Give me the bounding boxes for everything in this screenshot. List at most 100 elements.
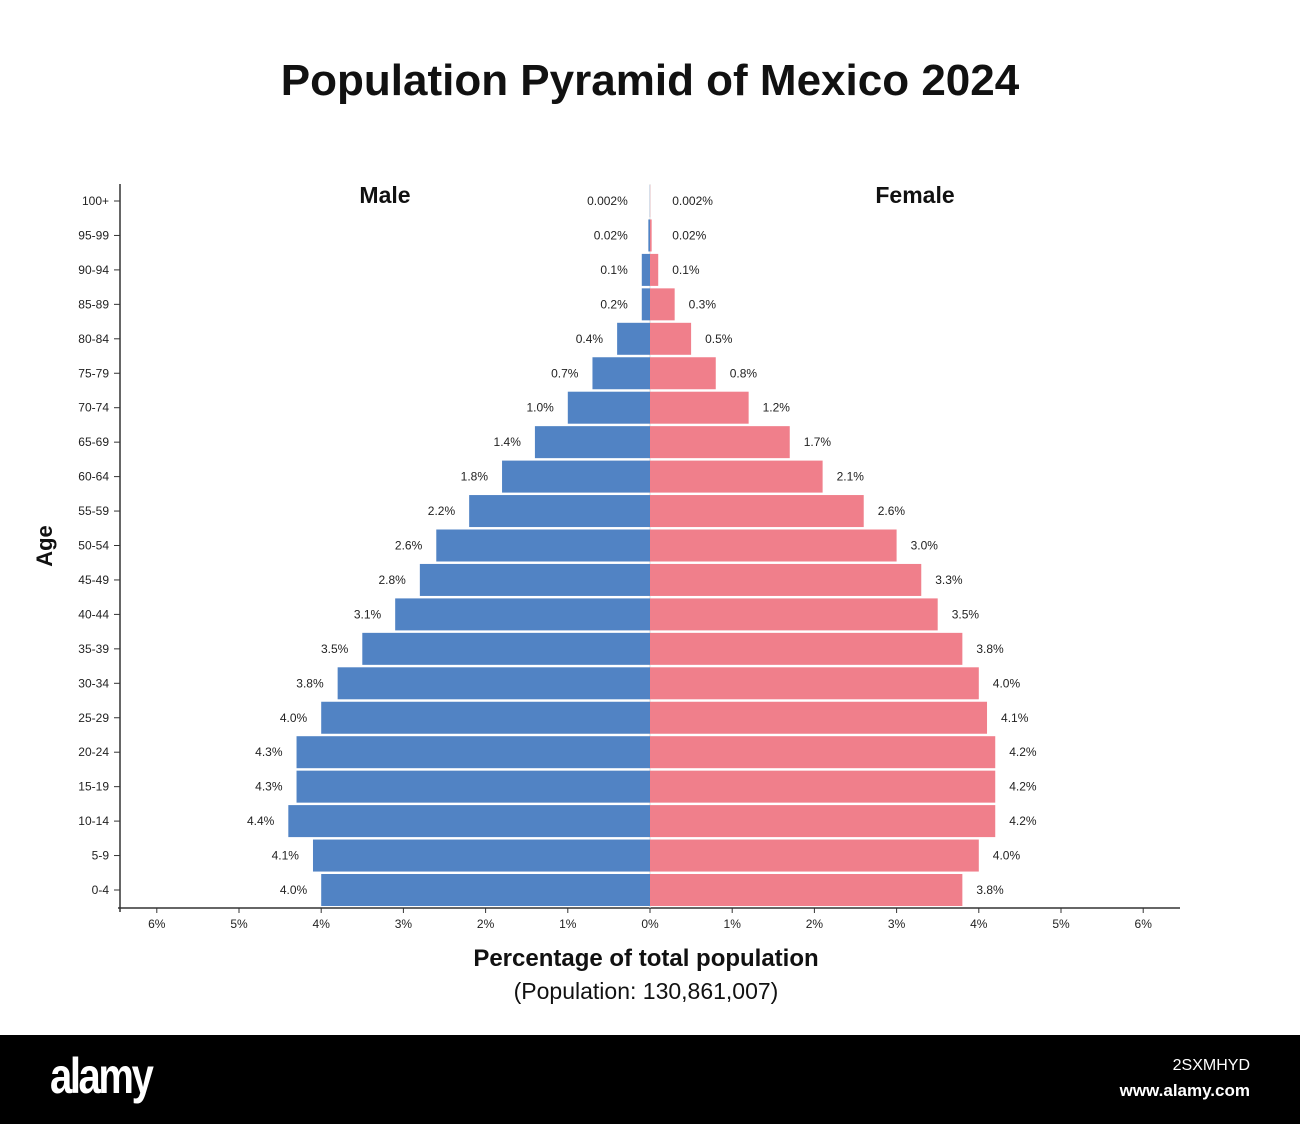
x-tick-label: 4% [970, 917, 988, 931]
male-value-label: 1.4% [494, 435, 522, 449]
female-bar [650, 805, 996, 838]
x-axis-title: Percentage of total population [473, 945, 818, 972]
legend-female: Female [875, 182, 954, 208]
y-tick-label: 50-54 [78, 539, 109, 553]
female-value-label: 1.2% [763, 401, 791, 415]
male-value-label: 0.4% [576, 332, 604, 346]
female-value-label: 1.7% [804, 435, 832, 449]
male-value-label: 4.1% [272, 849, 300, 863]
female-bar [650, 529, 897, 562]
male-bar [641, 253, 650, 286]
y-tick-label: 90-94 [78, 263, 109, 277]
male-value-label: 0.02% [594, 228, 628, 242]
female-value-label: 4.0% [993, 849, 1021, 863]
female-bar [650, 391, 749, 424]
female-bar [650, 495, 864, 528]
y-tick-label: 5-9 [92, 849, 110, 863]
male-value-label: 2.6% [395, 539, 423, 553]
y-tick-label: 10-14 [78, 814, 109, 828]
male-bar [296, 770, 650, 803]
male-bar [469, 495, 650, 528]
y-tick-label: 65-69 [78, 435, 109, 449]
female-bar [650, 219, 652, 252]
male-bar [321, 874, 650, 906]
male-value-label: 3.1% [354, 607, 382, 621]
female-bar [650, 667, 979, 700]
female-bar [650, 460, 823, 493]
male-value-label: 0.002% [587, 194, 628, 208]
male-value-label: 3.8% [296, 676, 324, 690]
male-value-label: 1.0% [526, 401, 554, 415]
male-bar [592, 357, 650, 390]
male-bar [362, 632, 650, 665]
legend-male: Male [359, 182, 410, 208]
female-bar [650, 253, 659, 286]
female-value-label: 2.1% [837, 470, 865, 484]
female-bar [650, 874, 963, 906]
male-bar [395, 598, 650, 631]
female-bar [650, 736, 996, 769]
female-value-label: 0.02% [672, 228, 706, 242]
male-value-label: 4.4% [247, 814, 275, 828]
male-value-label: 0.2% [600, 297, 628, 311]
male-bar [567, 391, 650, 424]
y-tick-label: 0-4 [92, 883, 110, 897]
x-tick-label: 6% [148, 917, 166, 931]
male-value-label: 4.3% [255, 745, 283, 759]
y-tick-label: 60-64 [78, 470, 109, 484]
y-tick-label: 80-84 [78, 332, 109, 346]
y-tick-label: 20-24 [78, 745, 109, 759]
male-bar [502, 460, 650, 493]
y-tick-label: 45-49 [78, 573, 109, 587]
female-value-label: 0.1% [672, 263, 700, 277]
male-value-label: 4.3% [255, 780, 283, 794]
image-id: 2SXMHYD [1172, 1057, 1250, 1074]
female-bar [650, 598, 938, 631]
y-axis-title: Age [32, 525, 57, 567]
male-bar [641, 288, 650, 321]
male-bar [337, 667, 650, 700]
y-tick-label: 85-89 [78, 297, 109, 311]
female-value-label: 4.2% [1009, 814, 1037, 828]
male-bar [312, 839, 650, 872]
male-bar [419, 563, 650, 596]
male-value-label: 4.0% [280, 883, 308, 897]
male-bar [534, 426, 650, 459]
female-value-label: 3.8% [976, 642, 1004, 656]
y-tick-label: 55-59 [78, 504, 109, 518]
x-tick-label: 5% [230, 917, 248, 931]
y-tick-label: 40-44 [78, 607, 109, 621]
y-tick-label: 30-34 [78, 676, 109, 690]
female-value-label: 2.6% [878, 504, 906, 518]
female-value-label: 3.3% [935, 573, 963, 587]
female-value-label: 0.002% [672, 194, 713, 208]
female-value-label: 3.5% [952, 607, 980, 621]
female-value-label: 3.0% [911, 539, 939, 553]
female-value-label: 3.8% [976, 883, 1004, 897]
male-bar [648, 219, 650, 252]
female-bar [650, 701, 988, 734]
female-bar [650, 563, 922, 596]
female-value-label: 0.5% [705, 332, 733, 346]
y-tick-label: 75-79 [78, 366, 109, 380]
y-tick-label: 100+ [82, 194, 109, 208]
male-bar [436, 529, 650, 562]
female-value-label: 4.2% [1009, 745, 1037, 759]
population-subtitle: (Population: 130,861,007) [514, 978, 779, 1004]
male-value-label: 3.5% [321, 642, 349, 656]
male-bar [321, 701, 650, 734]
female-value-label: 4.0% [993, 676, 1021, 690]
site-url: www.alamy.com [1119, 1081, 1250, 1100]
y-tick-label: 15-19 [78, 780, 109, 794]
male-value-label: 2.2% [428, 504, 456, 518]
female-value-label: 0.3% [689, 297, 717, 311]
y-tick-label: 70-74 [78, 401, 109, 415]
male-bar [288, 805, 650, 838]
chart-title: Population Pyramid of Mexico 2024 [280, 56, 1020, 105]
male-value-label: 2.8% [378, 573, 406, 587]
x-tick-label: 4% [313, 917, 331, 931]
male-value-label: 0.1% [600, 263, 628, 277]
female-bar [650, 632, 963, 665]
x-tick-label: 2% [806, 917, 824, 931]
male-bar [296, 736, 650, 769]
